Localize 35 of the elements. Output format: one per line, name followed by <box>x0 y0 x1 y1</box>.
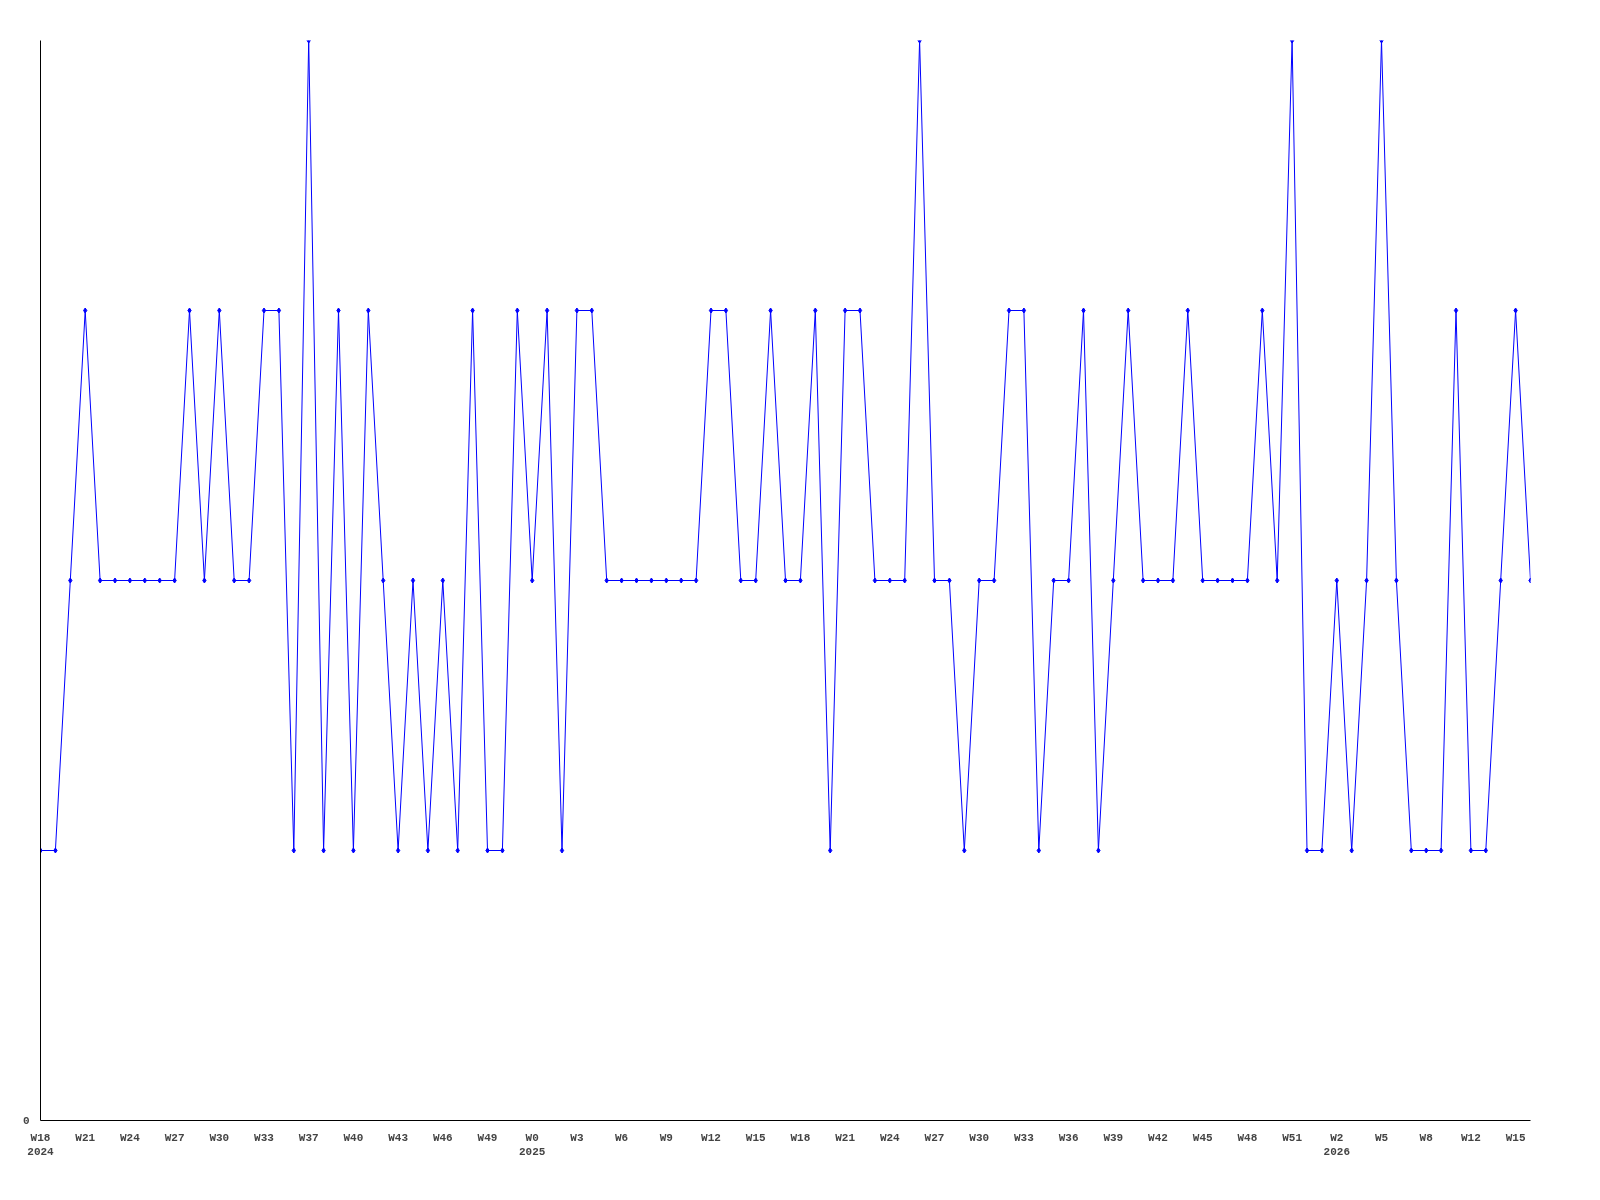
x-tick-label: W46 <box>432 1131 453 1144</box>
x-tick-label: W40 <box>343 1131 364 1144</box>
x-tick-label: W33 <box>1014 1131 1035 1144</box>
x-tick-label: W45 <box>1192 1131 1213 1144</box>
x-tick-label: W8 <box>1419 1131 1434 1144</box>
x-tick-label: W30 <box>209 1131 230 1144</box>
x-tick-label: W51 <box>1282 1131 1303 1144</box>
x-tick-label: W43 <box>388 1131 409 1144</box>
text: 0 <box>22 1115 30 1127</box>
x-tick-label: W9 <box>659 1131 673 1144</box>
x-tick-label: W0 2025 <box>519 1131 546 1158</box>
x-tick-label: W49 <box>477 1131 498 1144</box>
x-tick-label: W15 <box>745 1131 766 1144</box>
x-tick-label: W39 <box>1103 1131 1124 1144</box>
x-tick-label: W12 <box>701 1131 721 1144</box>
x-tick-label: W37 <box>298 1131 319 1144</box>
x-tick-label: W12 <box>1461 1131 1481 1144</box>
x-tick-label: W27 <box>924 1131 945 1144</box>
x-tick-label: W27 <box>164 1131 185 1144</box>
x-tick-label: W15 <box>1505 1131 1526 1144</box>
x-tick-label: W42 <box>1148 1131 1168 1144</box>
x-tick-label: W21 <box>75 1131 96 1144</box>
x-tick-label: W33 <box>254 1131 275 1144</box>
x-tick-label: W21 <box>835 1131 856 1144</box>
x-tick-label: W3 <box>570 1131 584 1144</box>
x-tick-label: W6 <box>615 1131 629 1144</box>
x-tick-label: W24 <box>879 1131 901 1144</box>
x-tick-label: W5 <box>1374 1131 1389 1144</box>
x-tick-label: W24 <box>120 1131 141 1144</box>
x-tick-label: W48 <box>1237 1131 1258 1144</box>
x-tick-label: W36 <box>1058 1131 1079 1144</box>
x-tick-label: W18 <box>790 1131 811 1144</box>
x-tick-label: W30 <box>969 1131 990 1144</box>
x-tick-label: W2 2026 <box>1323 1131 1350 1158</box>
x-tick-label: W18 2024 <box>27 1131 55 1158</box>
